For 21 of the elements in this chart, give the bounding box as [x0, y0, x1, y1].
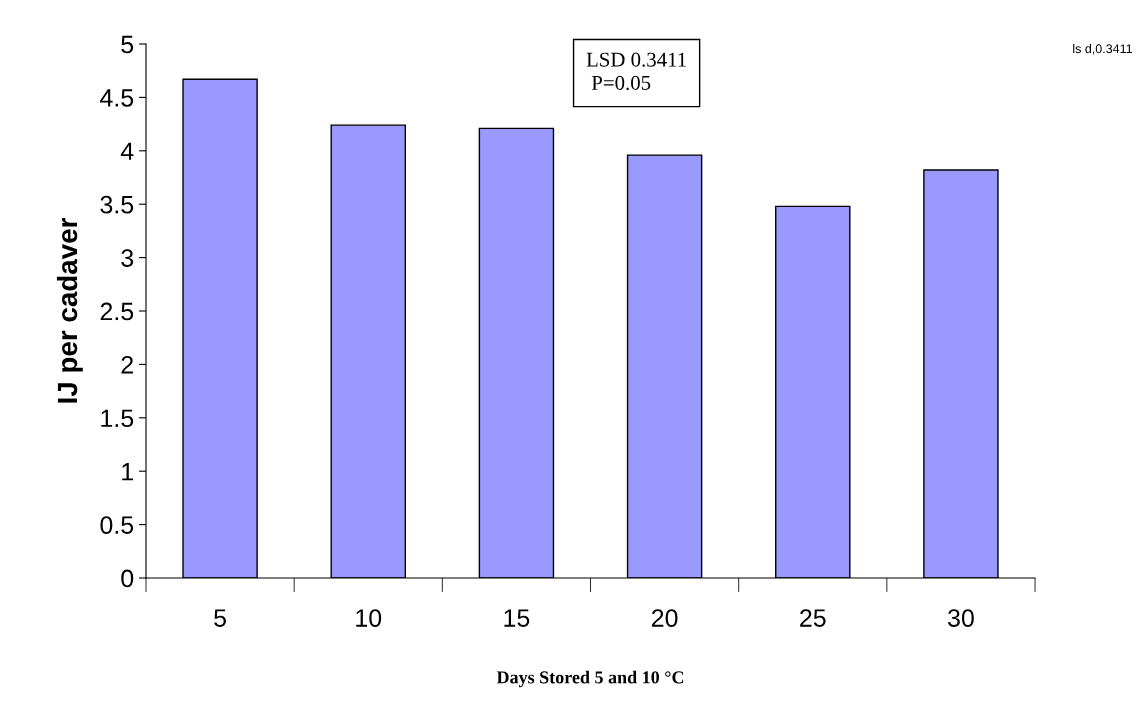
x-tick-label: 30: [947, 609, 974, 627]
text: ls d,0.3411: [1073, 43, 1132, 55]
x-tick-label: 15: [504, 609, 530, 627]
y-tick-label: 0.5: [100, 516, 134, 534]
y-tick-label: 2.5: [100, 302, 134, 321]
y-tick-label: 3.5: [100, 195, 134, 214]
y-axis-title: IJ per cadaver: [56, 217, 83, 403]
y-tick-label: 4: [120, 142, 134, 160]
y-tick-label: 1: [122, 463, 133, 481]
x-tick-label: 20: [651, 609, 678, 627]
y-tick-label: 0: [121, 569, 134, 588]
y-tick-label: 1.5: [101, 409, 134, 428]
x-tick-label: 10: [356, 609, 382, 627]
x-tick-label: 25: [800, 609, 826, 627]
y-tick-label: 2: [121, 356, 133, 374]
annotation: LSD 0.3411 P=0.05: [586, 52, 686, 90]
y-tick-label: 5: [121, 35, 134, 54]
x-axis-title: Days Stored 5 and 10 °C: [496, 670, 684, 688]
x-tick-label: 5: [214, 609, 226, 627]
y-tick-label: 4.5: [100, 89, 134, 107]
y-tick-label: 3: [121, 249, 134, 267]
